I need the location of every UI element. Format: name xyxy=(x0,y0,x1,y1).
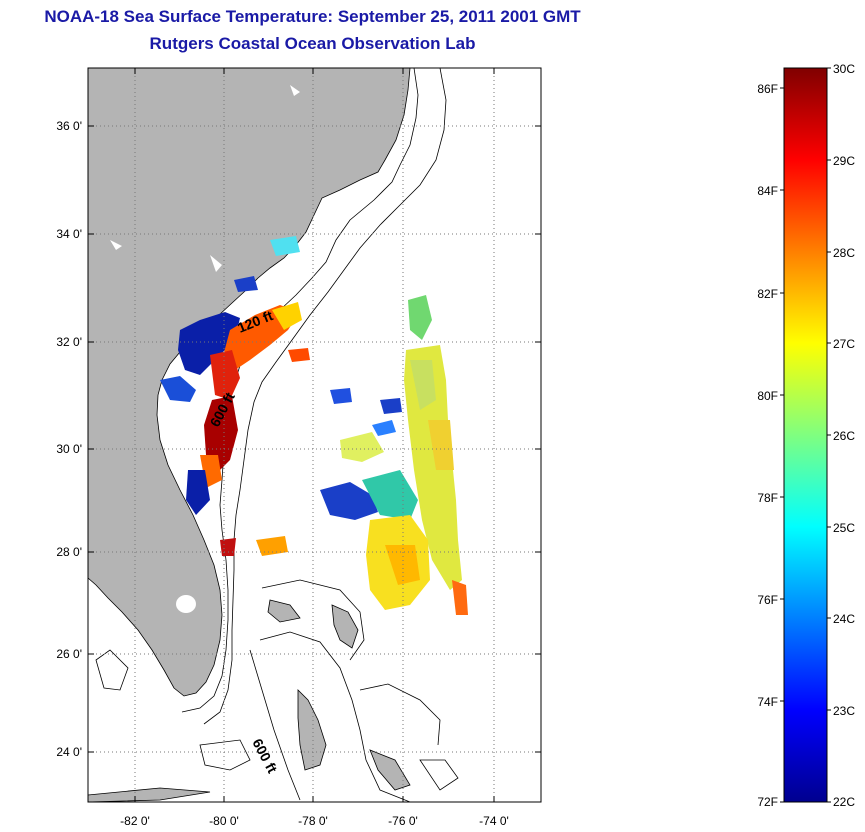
fahrenheit-label: 80F xyxy=(757,389,778,403)
temperature-colorbar: 30C 29C 28C 27C 26C 25C 24C 23C 22C 86F … xyxy=(757,62,855,809)
lat-label: 34 0' xyxy=(56,227,82,241)
lake-okeechobee xyxy=(176,595,196,613)
map-frame xyxy=(87,67,542,803)
bahamas-island xyxy=(331,604,359,649)
lat-label: 36 0' xyxy=(56,119,82,133)
celsius-label: 29C xyxy=(833,154,855,168)
fahrenheit-label: 72F xyxy=(757,795,778,809)
celsius-label: 23C xyxy=(833,704,855,718)
sst-data xyxy=(160,236,468,615)
bathymetry-contours xyxy=(95,68,459,802)
celsius-label: 22C xyxy=(833,795,855,809)
map-plot-area: 120 ft 600 ft 600 ft xyxy=(87,67,542,803)
colorbar-gradient xyxy=(783,67,828,803)
celsius-label: 25C xyxy=(833,521,855,535)
us-coast-land xyxy=(88,68,411,697)
bahamas-island xyxy=(297,689,327,771)
fahrenheit-label: 78F xyxy=(757,491,778,505)
lon-label: -78 0' xyxy=(298,814,328,828)
latitude-labels: 36 0' 34 0' 32 0' 30 0' 28 0' 26 0' 24 0… xyxy=(56,119,82,759)
colorbar-ticks xyxy=(780,67,831,803)
lat-label: 30 0' xyxy=(56,442,82,456)
celsius-label: 27C xyxy=(833,337,855,351)
celsius-label: 26C xyxy=(833,429,855,443)
map-axis-ticks xyxy=(88,68,541,802)
lat-label: 26 0' xyxy=(56,647,82,661)
lon-label: -82 0' xyxy=(120,814,150,828)
fahrenheit-label: 84F xyxy=(757,184,778,198)
map-title: NOAA-18 Sea Surface Temperature: Septemb… xyxy=(44,7,581,26)
lat-label: 32 0' xyxy=(56,335,82,349)
celsius-label: 30C xyxy=(833,62,855,76)
longitude-labels: -82 0' -80 0' -78 0' -76 0' -74 0' xyxy=(120,814,509,828)
lat-label: 24 0' xyxy=(56,745,82,759)
fahrenheit-label: 76F xyxy=(757,593,778,607)
lon-label: -80 0' xyxy=(209,814,239,828)
fahrenheit-label: 86F xyxy=(757,82,778,96)
celsius-label: 28C xyxy=(833,246,855,260)
celsius-label: 24C xyxy=(833,612,855,626)
lon-label: -74 0' xyxy=(479,814,509,828)
fahrenheit-label: 74F xyxy=(757,695,778,709)
fahrenheit-label: 82F xyxy=(757,287,778,301)
lat-label: 28 0' xyxy=(56,545,82,559)
map-subtitle: Rutgers Coastal Ocean Observation Lab xyxy=(149,34,476,53)
bahamas-island xyxy=(267,599,301,623)
lon-label: -76 0' xyxy=(388,814,418,828)
